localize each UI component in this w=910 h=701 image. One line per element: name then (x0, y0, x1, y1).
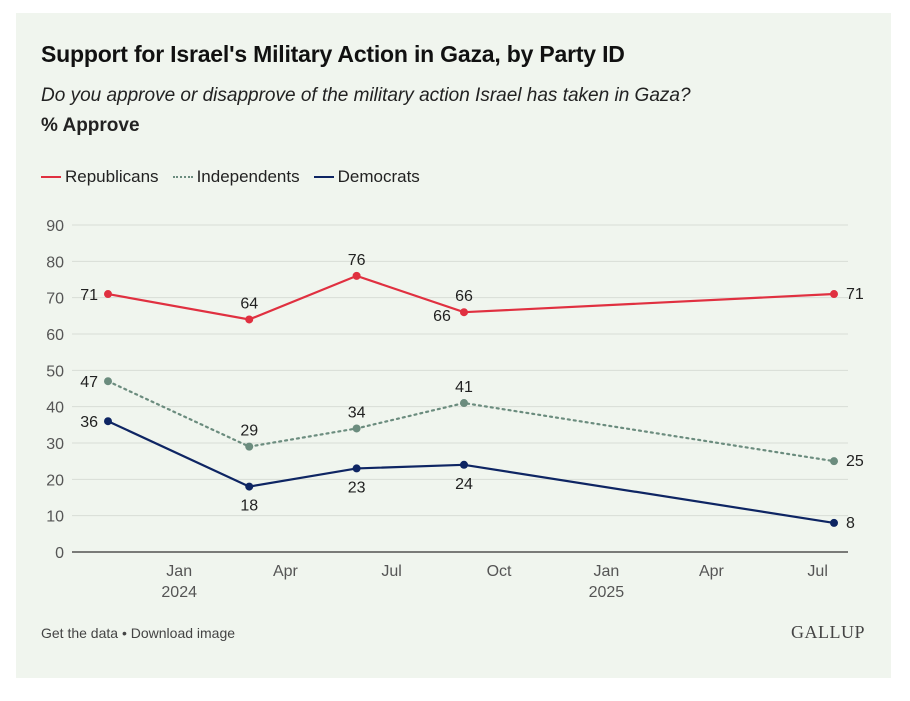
chart-card: Support for Israel's Military Action in … (16, 13, 891, 678)
y-tick-label: 0 (55, 545, 64, 562)
y-tick-label: 90 (46, 218, 64, 235)
x-tick-label: Apr (273, 563, 299, 580)
legend-item-independents[interactable]: Independents (172, 167, 300, 187)
data-label-independents: 41 (455, 379, 473, 396)
y-tick-label: 70 (46, 291, 64, 308)
legend: Republicans Independents Democrats (41, 167, 434, 187)
data-label-democrats: 23 (348, 479, 366, 496)
x-tick-label: Oct (487, 563, 512, 580)
data-point-independents (352, 424, 361, 433)
data-label-republicans-extra: 66 (433, 308, 451, 325)
data-point-independents (245, 442, 254, 451)
data-label-independents: 25 (846, 453, 864, 470)
line-chart: 0 10 20 30 40 50 60 70 80 90 Jan 2024 Apr Jul Oct Jan 20… (46, 218, 864, 601)
gallup-logo: GALLUP (791, 622, 865, 642)
legend-label-independents: Independents (196, 167, 300, 186)
chart-title: Support for Israel's Military Action in … (41, 41, 625, 67)
y-tick-label: 40 (46, 400, 64, 417)
x-tick-label: Jul (807, 563, 827, 580)
data-point-independents (104, 377, 112, 386)
data-point-democrats (245, 482, 254, 491)
y-tick-label: 20 (46, 472, 64, 489)
legend-swatch-republicans (41, 176, 61, 178)
data-point-independents (830, 457, 838, 466)
y-tick-label: 80 (46, 254, 64, 271)
data-point-democrats (352, 464, 361, 473)
y-tick-label: 60 (46, 327, 64, 344)
data-point-republicans (104, 290, 112, 299)
x-tick-label: Jan (166, 563, 192, 580)
legend-swatch-independents (172, 176, 193, 178)
legend-label-republicans: Republicans (65, 167, 159, 186)
x-tick-label: Apr (699, 563, 725, 580)
legend-label-democrats: Democrats (337, 167, 420, 186)
legend-item-democrats[interactable]: Democrats (313, 167, 420, 187)
y-tick-label: 10 (46, 509, 64, 526)
data-point-independents (459, 399, 468, 408)
y-tick-label: 30 (46, 436, 64, 453)
measure-label: % Approve (41, 115, 140, 136)
chart-subtitle: Do you approve or disapprove of the mili… (41, 85, 691, 106)
data-point-democrats (830, 518, 838, 527)
data-label-republicans: 76 (348, 252, 366, 269)
data-label-democrats: 36 (80, 414, 98, 431)
data-point-democrats (459, 460, 468, 469)
legend-item-republicans[interactable]: Republicans (41, 167, 159, 187)
x-tick-label: Jan (593, 563, 619, 580)
data-point-republicans (245, 315, 254, 324)
download-image-link[interactable]: Download image (130, 625, 236, 641)
data-label-democrats: 8 (846, 515, 855, 532)
data-label-republicans: 64 (240, 295, 258, 312)
data-label-democrats: 18 (240, 498, 258, 515)
footer-separator: • (118, 625, 131, 641)
get-data-link[interactable]: Get the data (41, 625, 119, 641)
footer-links: Get the data • Download image (41, 625, 235, 641)
data-label-independents: 34 (348, 404, 366, 421)
data-point-republicans (830, 290, 838, 299)
y-tick-label: 50 (46, 363, 64, 380)
data-label-democrats: 24 (455, 476, 473, 493)
x-tick-year-label: 2025 (589, 584, 625, 601)
data-label-independents: 47 (80, 374, 98, 391)
series-line-democrats (107, 420, 835, 525)
data-point-democrats (104, 417, 112, 426)
data-label-republicans: 71 (846, 286, 864, 303)
legend-swatch-democrats (313, 176, 334, 178)
data-label-republicans: 71 (80, 287, 98, 304)
x-tick-label: Jul (381, 563, 401, 580)
data-label-independents: 29 (240, 423, 258, 440)
data-point-republicans (459, 308, 468, 317)
x-tick-year-label: 2024 (161, 584, 197, 601)
data-point-republicans (352, 271, 361, 280)
data-label-republicans: 66 (455, 288, 473, 305)
